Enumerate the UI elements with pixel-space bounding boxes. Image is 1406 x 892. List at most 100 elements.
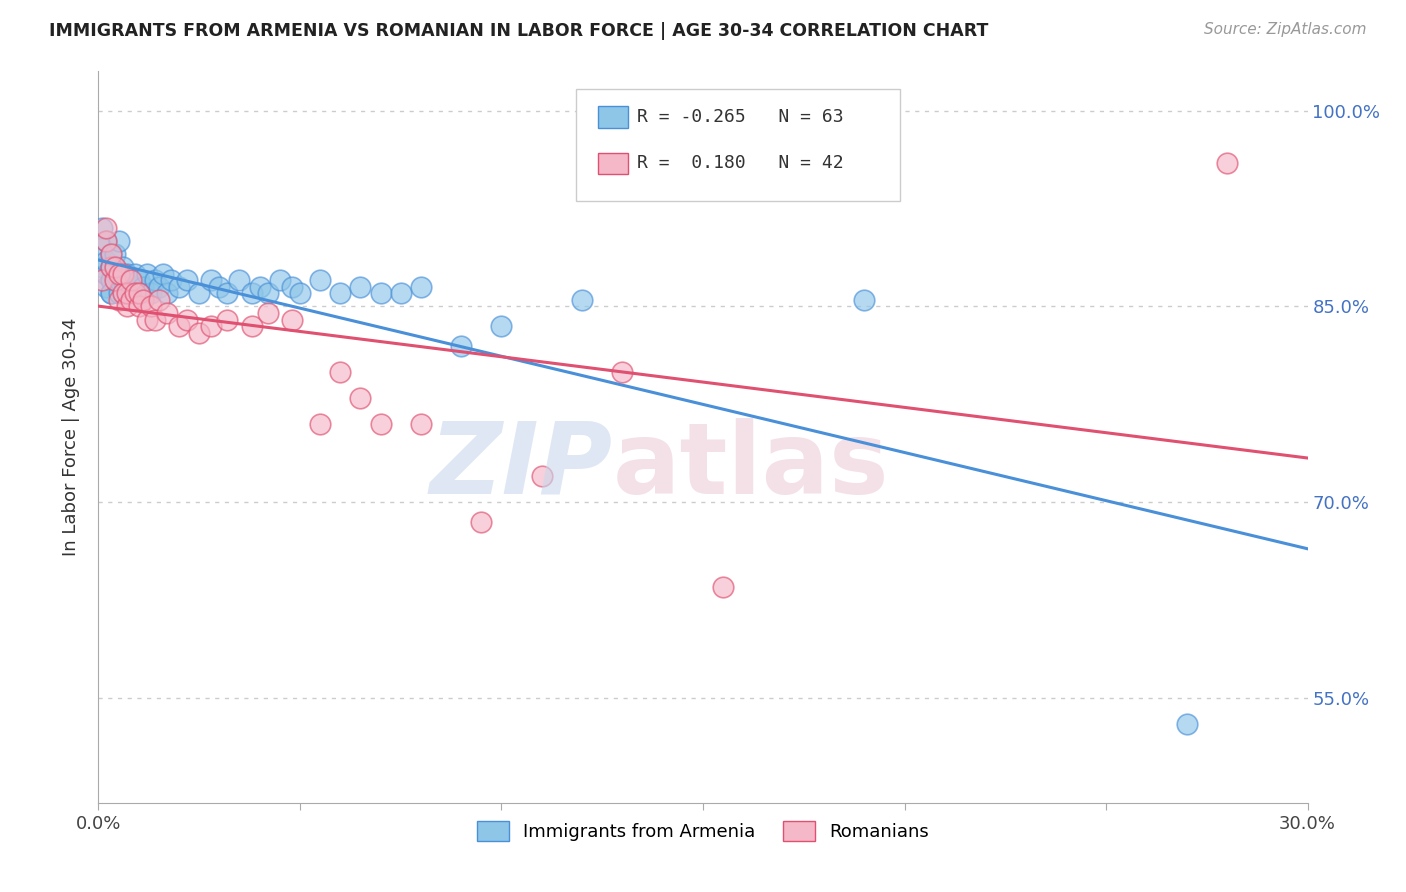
Point: [135, 267, 157, 281]
Point: [120, 293, 142, 307]
Point: [115, 280, 138, 294]
Point: [96, 253, 118, 268]
Point: [612, 365, 634, 379]
Point: [143, 312, 166, 326]
Point: [148, 280, 170, 294]
Y-axis label: In Labor Force | Age 30-34: In Labor Force | Age 30-34: [62, 318, 80, 557]
Point: [409, 280, 432, 294]
Point: [711, 580, 734, 594]
Text: IMMIGRANTS FROM ARMENIA VS ROMANIAN IN LABOR FORCE | AGE 30-34 CORRELATION CHART: IMMIGRANTS FROM ARMENIA VS ROMANIAN IN L…: [49, 22, 988, 40]
Point: [329, 286, 352, 301]
Point: [124, 280, 146, 294]
Point: [107, 286, 129, 301]
Point: [309, 417, 332, 431]
Point: [152, 267, 174, 281]
Point: [167, 319, 190, 334]
Point: [107, 293, 129, 307]
Point: [135, 312, 157, 326]
Point: [208, 280, 231, 294]
Point: [96, 280, 118, 294]
Point: [1175, 717, 1198, 731]
Point: [107, 234, 129, 248]
Point: [240, 286, 263, 301]
Point: [96, 234, 118, 248]
Point: [571, 293, 593, 307]
Point: [91, 273, 114, 287]
Point: [100, 247, 122, 261]
Legend: Immigrants from Armenia, Romanians: Immigrants from Armenia, Romanians: [470, 814, 936, 848]
Point: [100, 260, 122, 275]
Point: [200, 273, 222, 287]
Point: [111, 286, 134, 301]
Point: [281, 280, 304, 294]
Point: [143, 273, 166, 287]
Text: Source: ZipAtlas.com: Source: ZipAtlas.com: [1204, 22, 1367, 37]
Point: [111, 286, 134, 301]
Point: [309, 273, 332, 287]
Point: [124, 267, 146, 281]
Point: [124, 286, 146, 301]
Point: [370, 286, 392, 301]
Point: [288, 286, 311, 301]
Point: [491, 319, 513, 334]
Point: [115, 300, 138, 314]
Point: [450, 339, 472, 353]
Point: [132, 280, 155, 294]
Point: [96, 267, 118, 281]
Point: [167, 280, 190, 294]
Point: [139, 286, 162, 301]
Point: [256, 286, 278, 301]
Point: [100, 247, 122, 261]
Point: [111, 267, 134, 281]
Point: [281, 312, 304, 326]
Point: [128, 286, 150, 301]
Point: [409, 417, 432, 431]
Point: [115, 267, 138, 281]
Point: [111, 273, 134, 287]
Point: [111, 260, 134, 275]
Point: [100, 286, 122, 301]
Point: [217, 286, 239, 301]
Text: R = -0.265   N = 63: R = -0.265 N = 63: [637, 108, 844, 126]
Point: [103, 273, 125, 287]
Point: [115, 286, 138, 301]
Point: [128, 300, 150, 314]
Point: [103, 247, 125, 261]
Point: [120, 273, 142, 287]
Point: [107, 267, 129, 281]
Point: [853, 293, 876, 307]
Point: [96, 234, 118, 248]
Point: [128, 286, 150, 301]
Point: [1216, 156, 1239, 170]
Point: [269, 273, 291, 287]
Point: [156, 306, 179, 320]
Point: [160, 273, 183, 287]
Point: [100, 273, 122, 287]
Point: [188, 286, 211, 301]
Point: [103, 273, 125, 287]
Point: [228, 273, 250, 287]
Point: [349, 391, 371, 405]
Point: [103, 260, 125, 275]
Point: [120, 273, 142, 287]
Point: [370, 417, 392, 431]
Point: [188, 326, 211, 340]
Point: [329, 365, 352, 379]
Point: [156, 286, 179, 301]
Point: [530, 469, 553, 483]
Point: [139, 300, 162, 314]
Point: [132, 293, 155, 307]
Point: [100, 286, 122, 301]
Point: [240, 319, 263, 334]
Text: ZIP: ZIP: [429, 417, 613, 515]
Point: [91, 241, 114, 255]
Text: R =  0.180   N = 42: R = 0.180 N = 42: [637, 154, 844, 172]
Point: [91, 260, 114, 275]
Point: [470, 515, 492, 529]
Point: [100, 260, 122, 275]
Point: [103, 267, 125, 281]
Point: [176, 273, 198, 287]
Text: atlas: atlas: [613, 417, 889, 515]
Point: [249, 280, 271, 294]
Point: [176, 312, 198, 326]
